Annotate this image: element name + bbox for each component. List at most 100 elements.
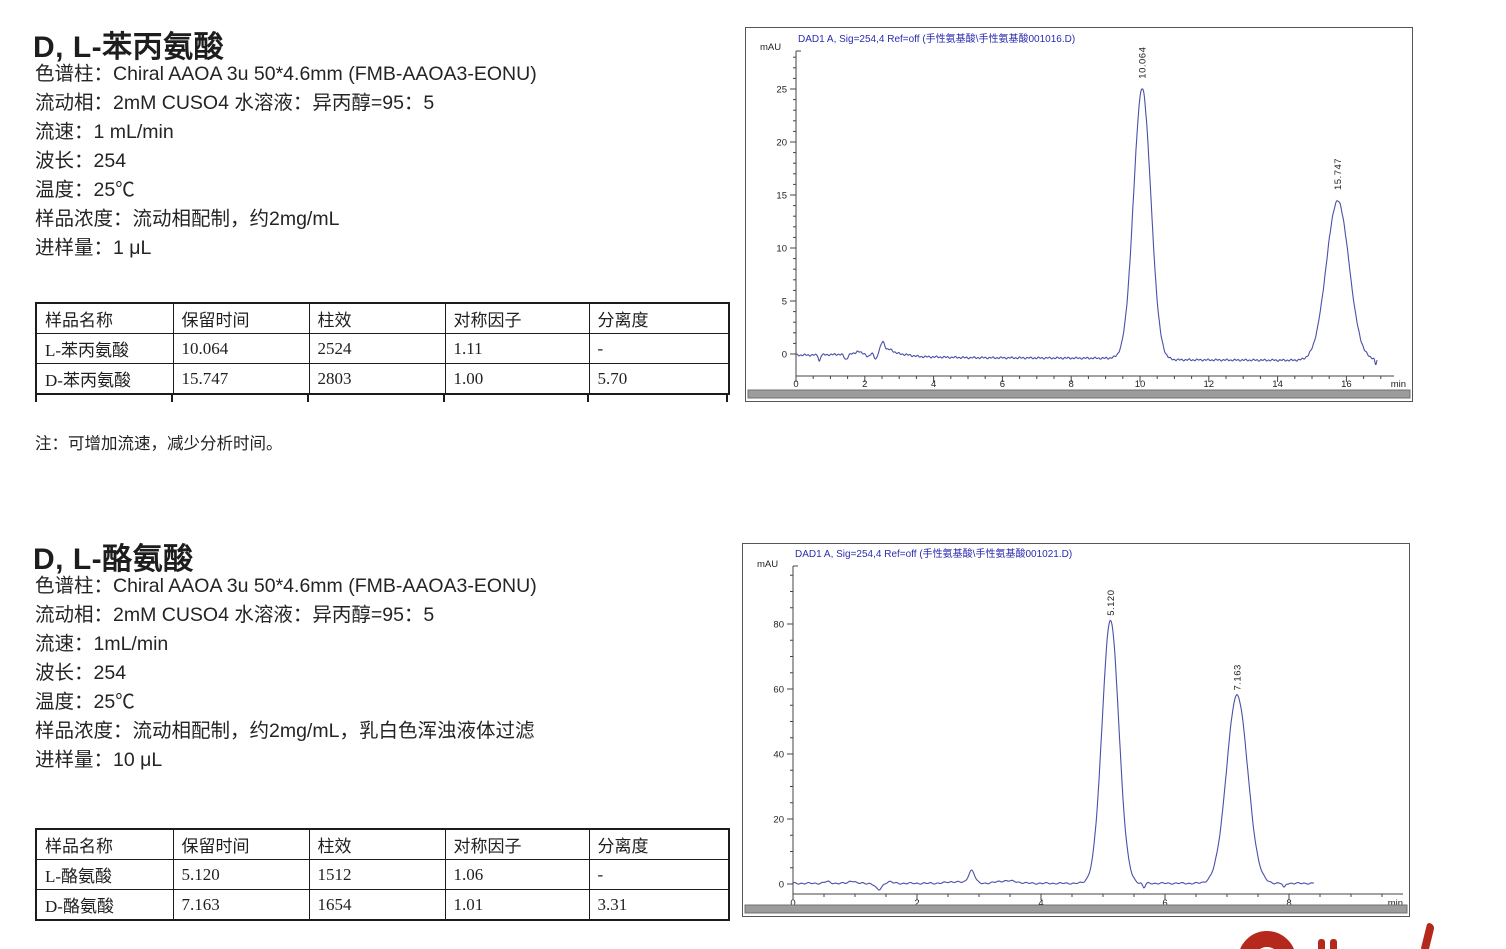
cell-symmetry: 1.06 bbox=[444, 859, 590, 890]
table-cut-mark bbox=[171, 394, 173, 402]
col-header-sample: 样品名称 bbox=[35, 302, 174, 334]
cell-sample: D-苯丙氨酸 bbox=[35, 363, 174, 395]
svg-text:16: 16 bbox=[1341, 379, 1352, 390]
cell-resolution: 5.70 bbox=[588, 363, 730, 395]
chromatogram-phenylalanine: DAD1 A, Sig=254,4 Ref=off (手性氨基酸\手性氨基酸00… bbox=[745, 27, 1413, 402]
col-header-plates: 柱效 bbox=[308, 828, 446, 860]
cell-retention: 15.747 bbox=[172, 363, 310, 395]
svg-text:0: 0 bbox=[793, 379, 798, 390]
table-header-row: 样品名称 保留时间 柱效 对称因子 分离度 bbox=[35, 828, 730, 860]
svg-text:8: 8 bbox=[1286, 898, 1291, 909]
svg-text:8: 8 bbox=[1069, 379, 1074, 390]
section-heading-tyrosine: D, L-酪氨酸 bbox=[33, 543, 194, 576]
svg-text:5: 5 bbox=[782, 297, 787, 308]
svg-text:mAU: mAU bbox=[760, 42, 781, 53]
svg-text:12: 12 bbox=[1204, 379, 1215, 390]
svg-text:min: min bbox=[1388, 898, 1403, 909]
col-header-sample: 样品名称 bbox=[35, 828, 174, 860]
results-table-phenylalanine: 样品名称 保留时间 柱效 对称因子 分离度 L-苯丙氨酸 10.064 2524… bbox=[35, 302, 730, 395]
col-header-plates: 柱效 bbox=[308, 302, 446, 334]
table-row: L-酪氨酸 5.120 1512 1.06 - bbox=[35, 859, 730, 890]
param-concentration: 样品浓度：流动相配制，约2mg/mL，乳白色浑浊液体过滤 bbox=[35, 720, 535, 742]
col-header-resolution: 分离度 bbox=[588, 302, 730, 334]
svg-text:10.064: 10.064 bbox=[1138, 47, 1149, 79]
logo-letter-fragment bbox=[1318, 939, 1325, 949]
cell-symmetry: 1.01 bbox=[444, 889, 590, 921]
table-header-row: 样品名称 保留时间 柱效 对称因子 分离度 bbox=[35, 302, 730, 334]
svg-text:0: 0 bbox=[782, 350, 787, 361]
col-header-retention: 保留时间 bbox=[172, 828, 310, 860]
param-temperature: 温度：25℃ bbox=[35, 179, 135, 201]
svg-text:10: 10 bbox=[1135, 379, 1146, 390]
col-header-resolution: 分离度 bbox=[588, 828, 730, 860]
method-params-phenylalanine: 色谱柱：Chiral AAOA 3u 50*4.6mm (FMB-AAOA3-E… bbox=[35, 60, 537, 263]
svg-text:0: 0 bbox=[779, 880, 784, 891]
note-text: 注：可增加流速，减少分析时间。 bbox=[35, 434, 283, 453]
cell-symmetry: 1.00 bbox=[444, 363, 590, 395]
param-column: 色谱柱：Chiral AAOA 3u 50*4.6mm (FMB-AAOA3-E… bbox=[35, 63, 537, 85]
table-row: D-酪氨酸 7.163 1654 1.01 3.31 bbox=[35, 889, 730, 921]
svg-text:min: min bbox=[1391, 379, 1406, 390]
param-flow-rate: 流速：1mL/min bbox=[35, 633, 169, 655]
cell-resolution: 3.31 bbox=[588, 889, 730, 921]
svg-text:15: 15 bbox=[776, 191, 787, 202]
svg-text:4: 4 bbox=[1038, 898, 1043, 909]
svg-text:5.120: 5.120 bbox=[1106, 590, 1117, 616]
cell-plates: 2524 bbox=[308, 333, 446, 364]
cell-symmetry: 1.11 bbox=[444, 333, 590, 364]
col-header-symmetry: 对称因子 bbox=[444, 828, 590, 860]
logo-circle-mark bbox=[1238, 931, 1296, 949]
svg-text:6: 6 bbox=[1162, 898, 1167, 909]
logo-letter-fragment bbox=[1330, 939, 1337, 949]
svg-text:60: 60 bbox=[773, 685, 784, 696]
section-heading-phenylalanine: D, L-苯丙氨酸 bbox=[33, 31, 225, 64]
param-injection: 进样量：10 μL bbox=[35, 749, 163, 771]
svg-text:0: 0 bbox=[790, 898, 795, 909]
param-injection: 进样量：1 μL bbox=[35, 237, 152, 259]
cell-sample: L-酪氨酸 bbox=[35, 859, 174, 890]
svg-text:DAD1 A, Sig=254,4 Ref=off (手性氨: DAD1 A, Sig=254,4 Ref=off (手性氨基酸\手性氨基酸00… bbox=[798, 32, 1075, 45]
logo-letter-fragment bbox=[1420, 922, 1436, 949]
svg-text:2: 2 bbox=[914, 898, 919, 909]
param-column: 色谱柱：Chiral AAOA 3u 50*4.6mm (FMB-AAOA3-E… bbox=[35, 575, 537, 597]
param-mobile-phase: 流动相：2mM CUSO4 水溶液：异丙醇=95：5 bbox=[35, 604, 435, 626]
param-wavelength: 波长：254 bbox=[35, 662, 127, 684]
svg-text:25: 25 bbox=[776, 85, 787, 96]
svg-text:20: 20 bbox=[776, 138, 787, 149]
param-wavelength: 波长：254 bbox=[35, 150, 127, 172]
table-cut-mark bbox=[587, 394, 589, 402]
svg-text:7.163: 7.163 bbox=[1233, 664, 1244, 690]
table-row: D-苯丙氨酸 15.747 2803 1.00 5.70 bbox=[35, 363, 730, 395]
col-header-retention: 保留时间 bbox=[172, 302, 310, 334]
chromatogram-tyrosine: DAD1 A, Sig=254,4 Ref=off (手性氨基酸\手性氨基酸00… bbox=[742, 543, 1410, 917]
svg-text:15.747: 15.747 bbox=[1333, 158, 1344, 190]
svg-text:40: 40 bbox=[773, 750, 784, 761]
svg-text:DAD1 A, Sig=254,4 Ref=off (手性氨: DAD1 A, Sig=254,4 Ref=off (手性氨基酸\手性氨基酸00… bbox=[795, 547, 1072, 560]
cell-sample: L-苯丙氨酸 bbox=[35, 333, 174, 364]
table-cut-mark bbox=[726, 394, 728, 402]
svg-text:80: 80 bbox=[773, 620, 784, 631]
cell-retention: 10.064 bbox=[172, 333, 310, 364]
param-concentration: 样品浓度：流动相配制，约2mg/mL bbox=[35, 208, 340, 230]
results-table-tyrosine: 样品名称 保留时间 柱效 对称因子 分离度 L-酪氨酸 5.120 1512 1… bbox=[35, 828, 730, 921]
svg-text:mAU: mAU bbox=[757, 559, 778, 570]
param-temperature: 温度：25℃ bbox=[35, 691, 135, 713]
param-flow-rate: 流速：1 mL/min bbox=[35, 121, 174, 143]
cell-retention: 5.120 bbox=[172, 859, 310, 890]
svg-text:20: 20 bbox=[773, 815, 784, 826]
cell-plates: 2803 bbox=[308, 363, 446, 395]
svg-text:4: 4 bbox=[931, 379, 936, 390]
svg-text:2: 2 bbox=[862, 379, 867, 390]
svg-text:10: 10 bbox=[776, 244, 787, 255]
col-header-symmetry: 对称因子 bbox=[444, 302, 590, 334]
table-row: L-苯丙氨酸 10.064 2524 1.11 - bbox=[35, 333, 730, 364]
table-cut-mark bbox=[443, 394, 445, 402]
svg-text:14: 14 bbox=[1272, 379, 1283, 390]
method-params-tyrosine: 色谱柱：Chiral AAOA 3u 50*4.6mm (FMB-AAOA3-E… bbox=[35, 572, 537, 775]
svg-text:6: 6 bbox=[1000, 379, 1005, 390]
table-cut-mark bbox=[35, 394, 37, 402]
cell-sample: D-酪氨酸 bbox=[35, 889, 174, 921]
cell-retention: 7.163 bbox=[172, 889, 310, 921]
cell-plates: 1654 bbox=[308, 889, 446, 921]
